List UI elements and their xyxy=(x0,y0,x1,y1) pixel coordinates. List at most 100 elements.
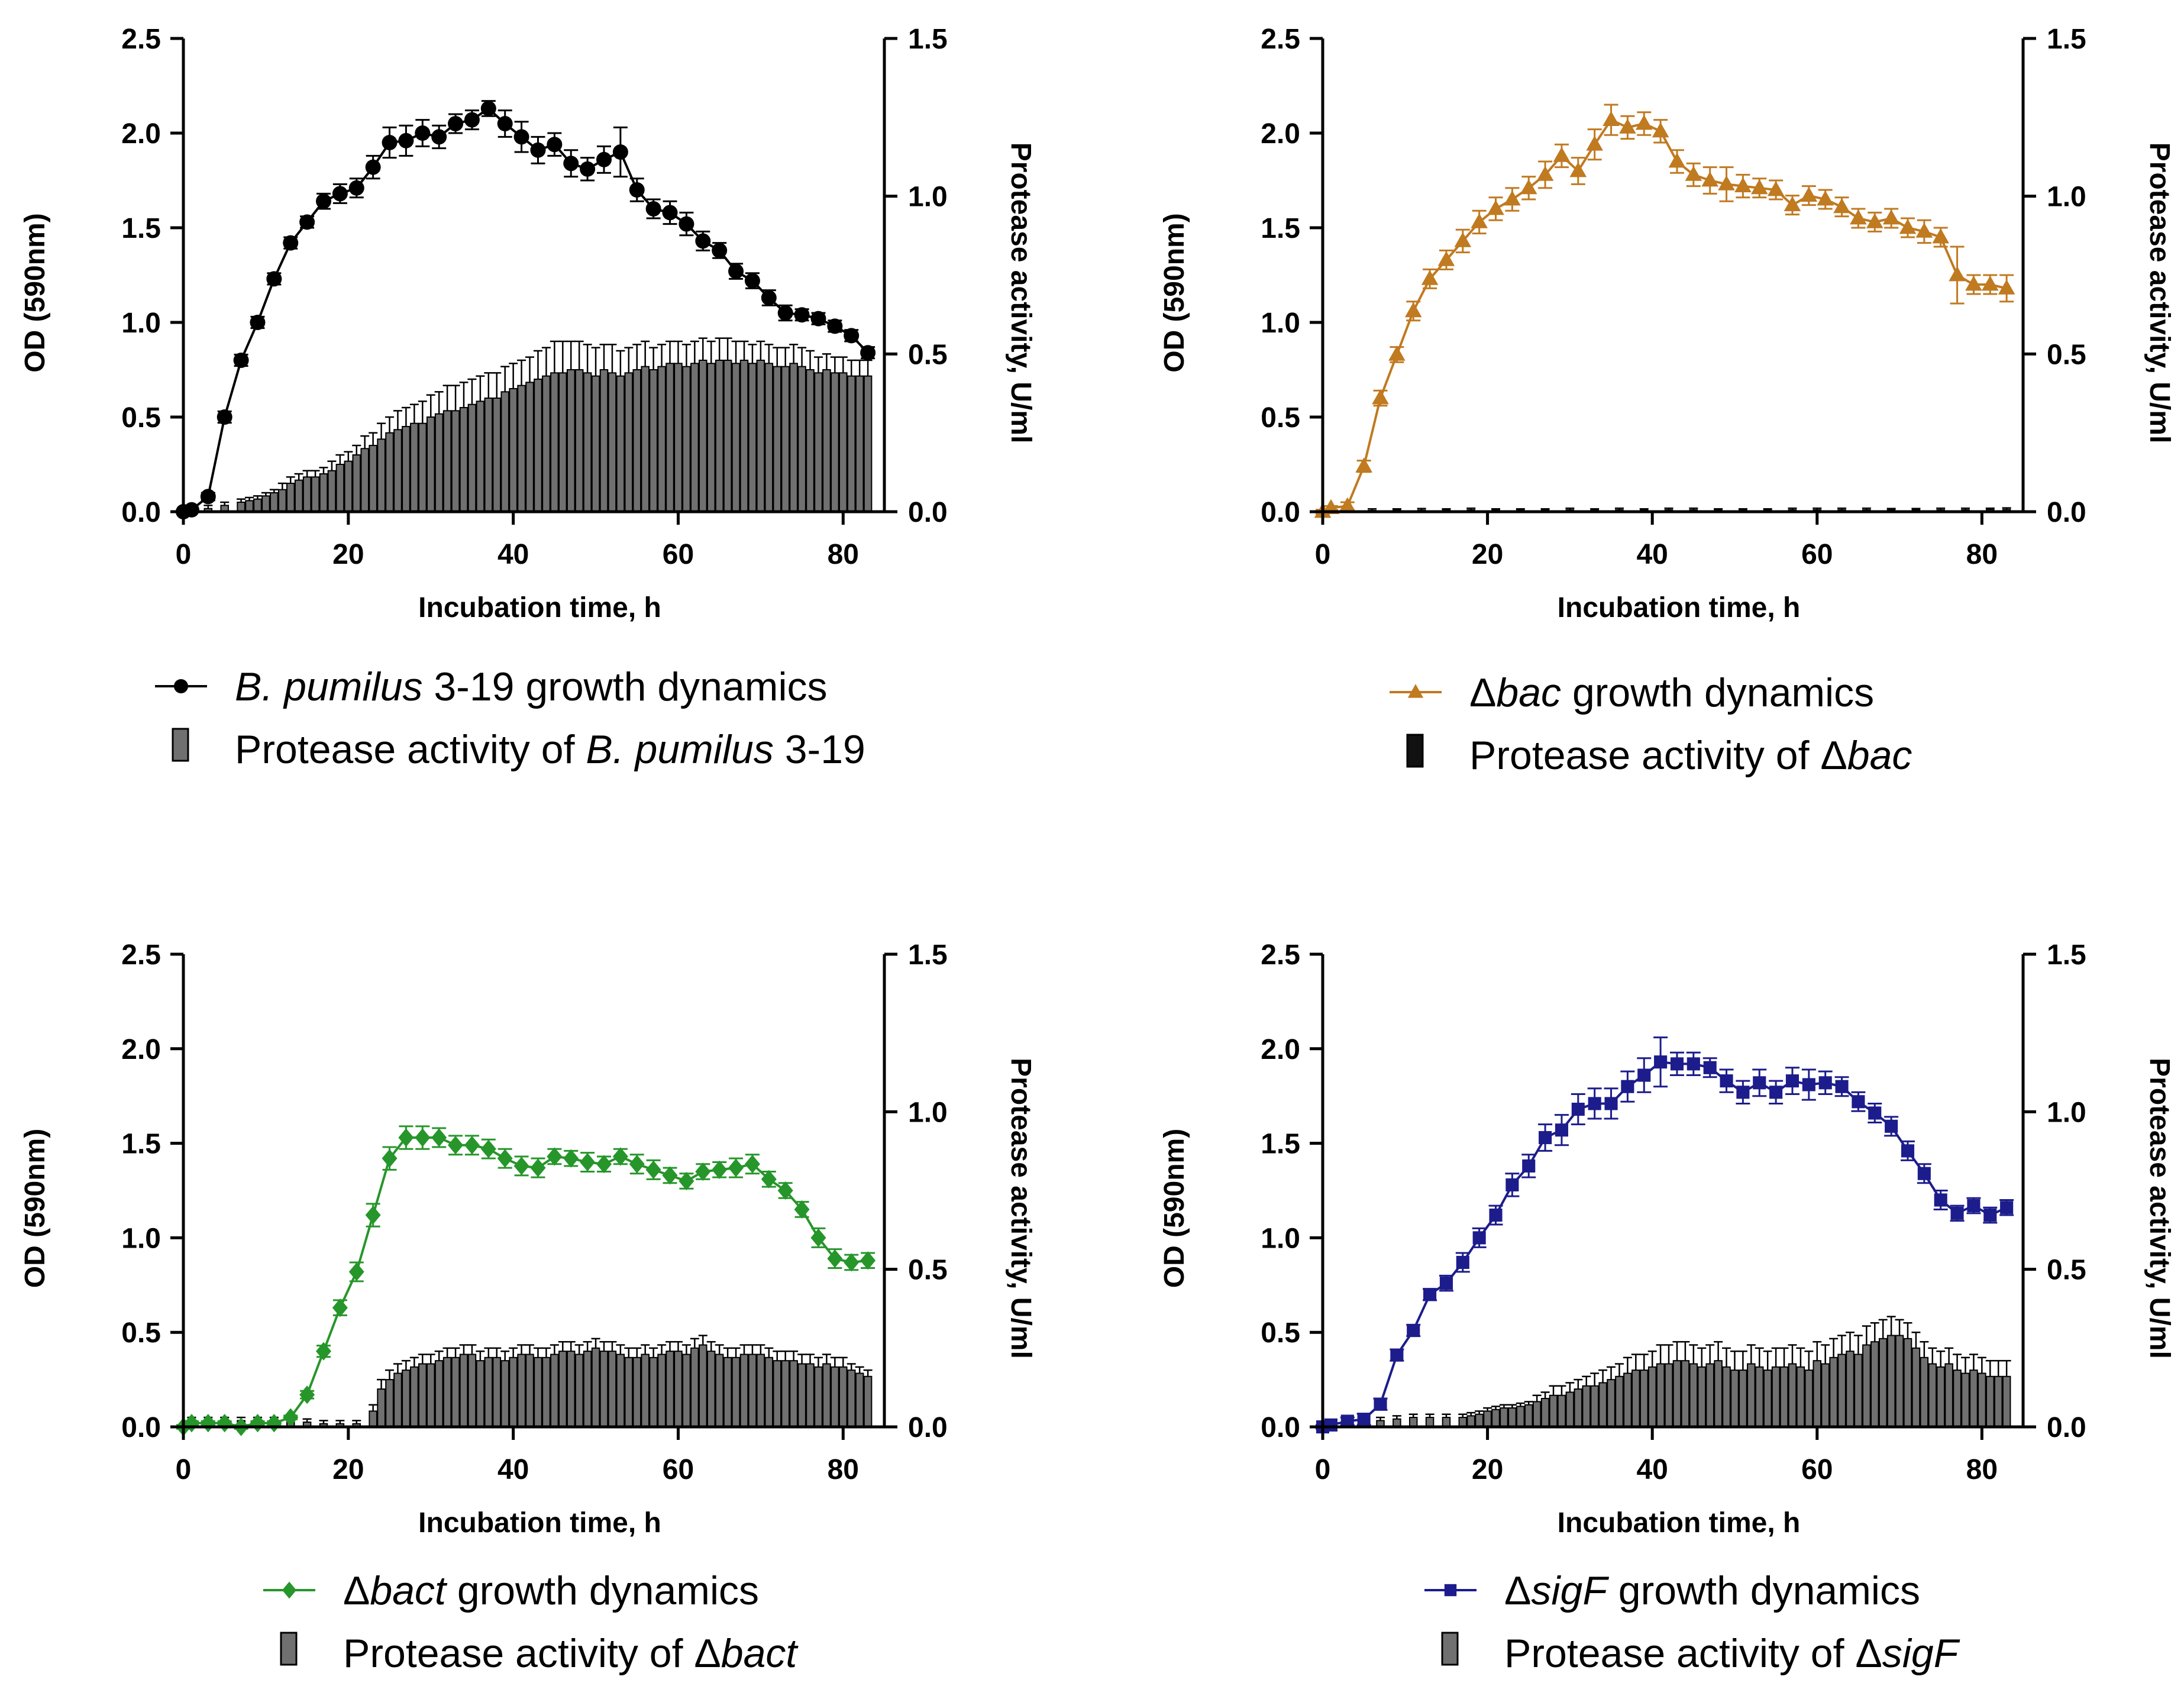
protease-bar xyxy=(352,454,361,512)
x-axis-title: Incubation time, h xyxy=(418,1507,661,1539)
protease-bar xyxy=(641,366,650,513)
growth-point xyxy=(332,1299,348,1317)
y-tick-label: 0.5 xyxy=(1261,1317,1300,1349)
growth-point xyxy=(464,112,480,128)
protease-bar xyxy=(1500,1407,1508,1428)
protease-bar xyxy=(1771,1366,1781,1427)
growth-point xyxy=(1504,190,1521,206)
x-tick-label: 0 xyxy=(1315,1454,1331,1485)
protease-bar xyxy=(1994,1375,2003,1428)
growth-point xyxy=(1981,276,1999,291)
protease-bar xyxy=(723,1356,732,1427)
protease-bar xyxy=(1986,1375,1995,1428)
protease-bar xyxy=(574,369,584,512)
y-tick-label: 2.5 xyxy=(1261,939,1300,971)
growth-point xyxy=(1404,302,1422,318)
growth-point xyxy=(1901,1144,1915,1158)
growth-point xyxy=(1899,219,1917,234)
y-tick-label: 0.5 xyxy=(1261,402,1300,434)
growth-point xyxy=(283,1408,299,1427)
protease-bar xyxy=(442,1356,452,1427)
protease-bar xyxy=(418,1363,427,1427)
y-tick-label: 1.5 xyxy=(121,213,161,244)
growth-point xyxy=(1750,179,1768,195)
growth-point xyxy=(1374,1397,1387,1411)
protease-bar xyxy=(1739,1369,1747,1428)
protease-bar xyxy=(797,366,806,513)
protease-bar xyxy=(459,407,469,512)
growth-point xyxy=(1553,147,1571,162)
growth-point xyxy=(1718,175,1735,190)
growth-point xyxy=(629,182,645,198)
growth-point xyxy=(480,101,496,117)
x-tick-label: 60 xyxy=(1801,1454,1833,1485)
protease-bar xyxy=(476,1360,485,1427)
protease-bar xyxy=(1755,1366,1764,1427)
protease-bar xyxy=(1854,1354,1863,1427)
protease-bar xyxy=(311,476,320,512)
protease-bar xyxy=(1631,1369,1640,1428)
protease-bar xyxy=(1524,1404,1533,1428)
x-tick-label: 80 xyxy=(1966,539,1998,570)
y-tick-label: 2.0 xyxy=(1261,118,1300,150)
protease-bar xyxy=(591,1347,600,1427)
growth-point xyxy=(316,193,331,209)
growth-point xyxy=(1720,1074,1733,1088)
growth-point xyxy=(596,1155,612,1174)
protease-bar xyxy=(426,1363,435,1427)
protease-bar xyxy=(665,363,674,512)
y-axis-title: OD (590nm) xyxy=(1159,1129,1190,1288)
legend-line-label: Δbact growth dynamics xyxy=(343,1568,759,1613)
growth-point xyxy=(480,1139,496,1158)
x-tick-label: 0 xyxy=(1315,539,1331,570)
protease-bar xyxy=(459,1354,469,1427)
growth-point xyxy=(1670,1057,1684,1071)
legend-bar-label: Protease activity of B. pumilus 3-19 xyxy=(235,727,865,772)
growth-point xyxy=(1539,1130,1552,1145)
chart-panel: 0 20 40 60 80 0.0 0.5 1.0 1.5 2.0 2.5 0.0 0.5 1.0 1.5 I… xyxy=(1159,939,2175,1676)
protease-bar xyxy=(558,372,567,512)
growth-point xyxy=(744,273,760,289)
legend-bar-swatch xyxy=(280,1632,298,1666)
legend-marker xyxy=(282,1581,296,1599)
growth-point xyxy=(200,489,216,505)
y2-tick-label: 1.0 xyxy=(2047,182,2086,213)
x-tick-label: 60 xyxy=(663,1454,694,1485)
y-tick-label: 1.0 xyxy=(1261,1223,1300,1254)
x-tick-label: 80 xyxy=(828,1454,859,1485)
protease-bar xyxy=(1532,1401,1542,1428)
protease-bars xyxy=(203,337,873,513)
y-tick-label: 0.0 xyxy=(1261,497,1300,528)
growth-point xyxy=(530,1158,546,1177)
growth-point xyxy=(1635,115,1653,130)
growth-point xyxy=(1340,1414,1354,1428)
growth-point xyxy=(1505,1178,1519,1191)
protease-bar xyxy=(1722,1366,1731,1427)
protease-bar xyxy=(467,1354,477,1427)
growth-point xyxy=(1668,153,1686,168)
protease-bar xyxy=(261,495,270,512)
growth-point xyxy=(1637,1068,1651,1082)
protease-bar xyxy=(715,1354,724,1427)
legend-line-label: ΔsigF growth dynamics xyxy=(1504,1568,1920,1613)
y2-tick-label: 1.5 xyxy=(908,24,948,55)
x-tick-label: 60 xyxy=(663,539,694,570)
growth-point xyxy=(777,1181,793,1200)
growth-point xyxy=(810,311,826,327)
y-tick-label: 2.5 xyxy=(121,939,161,971)
growth-point xyxy=(1603,111,1620,126)
protease-bar xyxy=(1821,1363,1830,1427)
y-axis-title: OD (590nm) xyxy=(20,1129,51,1288)
protease-bar xyxy=(1714,1360,1723,1427)
growth-point xyxy=(547,137,563,153)
growth-point xyxy=(1983,1208,1997,1222)
legend-text-part: 3-19 growth dynamics xyxy=(422,664,827,709)
protease-bar xyxy=(781,366,790,513)
protease-bar xyxy=(1664,1363,1673,1427)
legend-text-part: 3-19 xyxy=(774,727,865,772)
growth-point xyxy=(1586,135,1603,151)
legend-text-part: Protease activity of Δ xyxy=(343,1631,721,1676)
y-tick-label: 0.5 xyxy=(121,402,161,434)
legend-bar-label: Protease activity of Δbact xyxy=(343,1631,799,1676)
growth-point xyxy=(415,1128,431,1147)
